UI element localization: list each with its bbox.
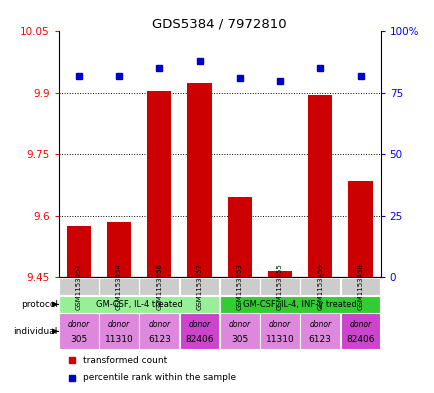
Text: transformed count: transformed count	[82, 356, 167, 365]
Bar	[219, 278, 259, 295]
Bar	[260, 313, 299, 349]
Bar	[267, 271, 292, 277]
Text: GSM1153455: GSM1153455	[276, 263, 283, 310]
Text: donor: donor	[268, 320, 290, 329]
Text: 6123: 6123	[308, 335, 331, 344]
Text: GSM1153459: GSM1153459	[316, 263, 322, 310]
Bar	[348, 181, 372, 277]
Text: 82406: 82406	[345, 335, 374, 344]
Bar	[147, 91, 171, 277]
Text: individual: individual	[13, 327, 58, 336]
Title: GDS5384 / 7972810: GDS5384 / 7972810	[152, 17, 286, 30]
Text: GM-CSF, IL-4 treated: GM-CSF, IL-4 treated	[95, 300, 182, 309]
Text: donor: donor	[188, 320, 210, 329]
Text: 305: 305	[230, 335, 248, 344]
Text: 305: 305	[70, 335, 87, 344]
Text: GSM1153458: GSM1153458	[357, 263, 363, 310]
Bar	[59, 296, 219, 313]
Bar	[139, 313, 179, 349]
Text: donor: donor	[108, 320, 130, 329]
Bar	[99, 313, 139, 349]
Bar	[299, 313, 339, 349]
Text: donor: donor	[228, 320, 250, 329]
Text: GSM1153453: GSM1153453	[236, 263, 242, 310]
Text: GM-CSF, IL-4, INF-γ treated: GM-CSF, IL-4, INF-γ treated	[243, 300, 356, 309]
Text: 6123: 6123	[148, 335, 171, 344]
Bar	[308, 95, 332, 277]
Bar	[99, 278, 139, 295]
Bar	[260, 278, 299, 295]
Bar	[227, 197, 251, 277]
Text: percentile rank within the sample: percentile rank within the sample	[82, 373, 236, 382]
Text: GSM1153454: GSM1153454	[116, 263, 122, 310]
Bar	[219, 296, 380, 313]
Bar	[59, 313, 99, 349]
Bar	[107, 222, 131, 277]
Text: GSM1153457: GSM1153457	[196, 263, 202, 310]
Text: 11310: 11310	[265, 335, 294, 344]
Bar	[340, 313, 380, 349]
Text: protocol: protocol	[21, 300, 58, 309]
Text: 11310: 11310	[105, 335, 133, 344]
Text: GSM1153452: GSM1153452	[76, 263, 82, 310]
Bar	[139, 278, 179, 295]
Text: 82406: 82406	[185, 335, 214, 344]
Bar	[179, 278, 219, 295]
Bar	[179, 313, 219, 349]
Bar	[299, 278, 339, 295]
Bar	[67, 226, 91, 277]
Text: donor: donor	[349, 320, 371, 329]
Text: donor: donor	[68, 320, 90, 329]
Bar	[59, 278, 99, 295]
Text: donor: donor	[148, 320, 170, 329]
Bar	[340, 278, 380, 295]
Text: donor: donor	[309, 320, 331, 329]
Bar	[219, 313, 259, 349]
Bar	[187, 83, 211, 277]
Text: GSM1153456: GSM1153456	[156, 263, 162, 310]
